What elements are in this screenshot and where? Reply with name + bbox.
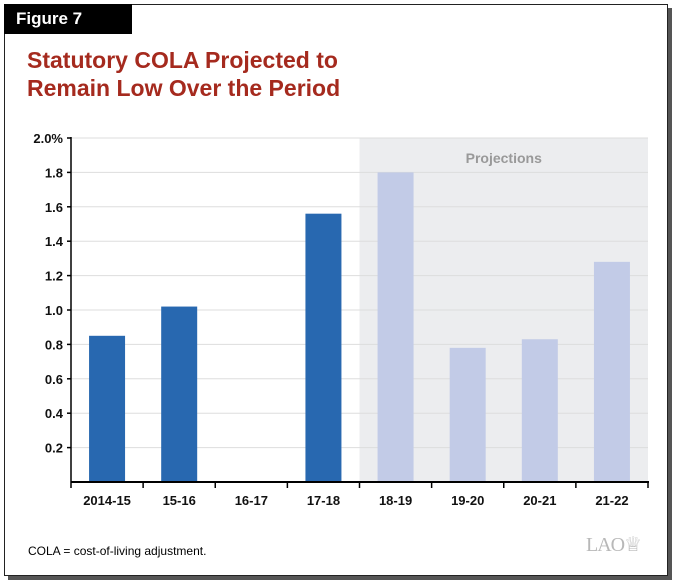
chart-title: Statutory COLA Projected to Remain Low O…: [27, 46, 340, 102]
lao-logo: LAO♕: [586, 534, 642, 556]
bar-17-18: [305, 213, 342, 482]
y-tick-label: 1.0: [45, 303, 63, 318]
x-tick-label: 20-21: [523, 493, 556, 508]
y-tick-label: 0.2: [45, 441, 63, 456]
bar-19-20: [449, 347, 486, 482]
figure-label: Figure 7: [4, 4, 132, 34]
x-tick-label: 15-16: [163, 493, 196, 508]
bar-20-21: [521, 339, 558, 482]
footnote: COLA = cost-of-living adjustment.: [28, 544, 207, 558]
x-tick-label: 17-18: [307, 493, 340, 508]
y-tick-label: 1.2: [45, 269, 63, 284]
y-tick-label: 0.6: [45, 372, 63, 387]
x-tick-label: 21-22: [595, 493, 628, 508]
x-tick-label: 18-19: [379, 493, 412, 508]
title-line-2: Remain Low Over the Period: [27, 75, 341, 101]
y-tick-label: 1.6: [45, 200, 63, 215]
bar-2014-15: [89, 335, 126, 482]
bar-18-19: [377, 172, 414, 482]
x-tick-label: 19-20: [451, 493, 484, 508]
y-tick-label: 0.4: [45, 406, 64, 421]
bar-21-22: [593, 261, 630, 482]
y-tick-label: 2.0%: [33, 131, 63, 146]
x-tick-label: 16-17: [235, 493, 268, 508]
y-tick-label: 0.8: [45, 337, 63, 352]
y-tick-label: 1.8: [45, 165, 63, 180]
title-line-1: Statutory COLA Projected to: [27, 47, 338, 73]
y-tick-label: 1.4: [45, 234, 64, 249]
x-tick-label: 2014-15: [83, 493, 131, 508]
bar-15-16: [161, 306, 198, 482]
projection-label: Projections: [466, 150, 542, 166]
